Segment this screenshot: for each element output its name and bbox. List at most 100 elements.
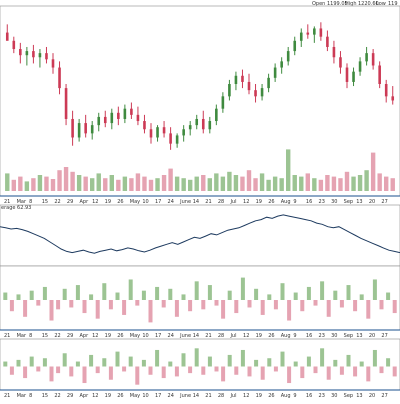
histogram-2-bar xyxy=(174,366,179,377)
histogram-1-bar xyxy=(89,294,94,300)
date-axis-middle-tick-label: 15 xyxy=(42,333,48,339)
date-axis-bottom-tick-label: 28 xyxy=(218,393,224,399)
candle-body xyxy=(5,32,9,41)
volume-bar xyxy=(135,173,141,191)
volume-bar xyxy=(233,175,239,191)
volume-bar xyxy=(201,175,206,191)
histogram-1-bar xyxy=(9,300,14,312)
volume-bar xyxy=(318,179,324,191)
histogram-1-bar xyxy=(392,300,397,314)
histogram-1-bar xyxy=(56,300,61,310)
histogram-1-bar xyxy=(29,290,34,300)
candle-body xyxy=(19,49,22,56)
candle-body xyxy=(123,108,127,119)
date-axis-bottom-tick-label: 16 xyxy=(306,393,312,399)
low-value: 119 xyxy=(388,1,398,7)
histogram-2-bar xyxy=(227,354,232,367)
date-axis-top-tick-label: Sep xyxy=(344,199,353,205)
volume-bar xyxy=(37,175,43,191)
histogram-1-bar xyxy=(201,300,206,310)
date-axis-middle-tick-label: 10 xyxy=(142,333,148,339)
price-panel xyxy=(0,5,400,197)
histogram-1-bar xyxy=(326,300,331,317)
high-value: 1220.60 xyxy=(358,1,379,7)
volume-panel xyxy=(5,149,395,191)
date-axis-bottom-tick-label: 30 xyxy=(331,393,337,399)
date-axis-middle-tick-label: 26 xyxy=(117,333,123,339)
date-axis-top-tick-label: 20 xyxy=(369,199,375,205)
histogram-2-bar xyxy=(135,366,140,385)
volume-bar xyxy=(83,176,88,191)
histogram-2-bar xyxy=(115,351,120,367)
date-axis-top-tick-label: Aug xyxy=(281,199,291,205)
candle-body xyxy=(64,88,68,119)
volume-bar xyxy=(109,175,114,191)
histogram-1-bar xyxy=(300,300,305,312)
date-axis-top-tick-label: 8 xyxy=(29,199,32,205)
date-axis-top-tick-label: 9 xyxy=(293,199,296,205)
date-axis-bottom-tick-label: 24 xyxy=(168,393,174,399)
histogram-1-bar xyxy=(254,288,259,300)
date-axis-bottom-tick-label: May xyxy=(130,393,140,399)
candle-body xyxy=(25,51,29,56)
volume-bar xyxy=(188,179,193,191)
candle-body xyxy=(58,67,61,89)
histogram-2-bar xyxy=(168,361,173,367)
date-axis-bottom-tick-label: Mar xyxy=(17,393,27,399)
histogram-1-bar xyxy=(148,300,153,323)
volume-bar xyxy=(116,179,121,191)
volume-bar xyxy=(70,171,75,191)
date-axis-top-tick-label: June xyxy=(179,199,191,205)
histogram-1-bar xyxy=(161,300,166,308)
date-axis-middle: 21 Mar 8 15 22 29 Apr 12 19 26 May 10 17 24 June 14 21 28… xyxy=(0,329,400,339)
histogram-1-bar xyxy=(49,300,54,321)
date-axis-top-bg xyxy=(0,196,400,205)
volume-bar xyxy=(207,178,212,191)
volume-bar xyxy=(312,178,317,191)
histogram-2-bar xyxy=(188,366,193,374)
volume-bar xyxy=(24,181,30,191)
date-axis-bottom-tick-label: 21 xyxy=(4,393,10,399)
histogram-2-bar xyxy=(326,366,331,380)
histogram-1-frame xyxy=(0,265,400,331)
histogram-2-bar xyxy=(201,366,206,375)
histogram-2-bar xyxy=(194,348,199,367)
histogram-1-bar xyxy=(234,300,239,314)
date-axis-middle-bg xyxy=(0,330,400,339)
date-axis-bottom-tick-label: Apr xyxy=(79,393,89,399)
date-axis-middle-tick-label: Sep xyxy=(344,333,353,339)
histogram-1-bar xyxy=(155,286,160,300)
histogram-1-bar xyxy=(386,292,391,300)
candle-body xyxy=(293,40,297,52)
date-axis-middle-tick-label: 14 xyxy=(193,333,199,339)
histogram-2-bar xyxy=(221,366,226,382)
date-axis-middle-tick-label: 22 xyxy=(54,333,60,339)
histogram-2-bar xyxy=(313,366,318,374)
date-axis-top-tick-label: 12 xyxy=(92,199,98,205)
candle-body xyxy=(208,121,212,130)
histogram-1-bar xyxy=(247,300,252,308)
histogram-2-bar xyxy=(339,366,344,375)
histogram-2-bar xyxy=(320,348,325,367)
candle-body xyxy=(201,118,205,130)
volume-bar xyxy=(76,175,82,191)
histogram-1-bar xyxy=(372,279,377,300)
date-axis-bottom: 21 Mar 8 15 22 29 Apr 12 19 26 May 10 17 24 June 14 21 28… xyxy=(0,389,400,399)
candle-body xyxy=(110,112,114,124)
candle-body xyxy=(84,123,87,134)
date-axis-bottom-tick-label: 19 xyxy=(256,393,262,399)
histogram-2-bar xyxy=(69,366,74,377)
date-axis-middle-tick-label: 19 xyxy=(105,333,111,339)
candle-body xyxy=(254,90,257,97)
histogram-1-bar xyxy=(366,300,371,319)
histogram-2-bar xyxy=(300,366,305,379)
date-axis-bottom-tick-label: 13 xyxy=(356,393,362,399)
candle-body xyxy=(90,125,94,134)
candle-body xyxy=(306,32,310,35)
candle-body xyxy=(117,112,120,119)
histogram-2-bar xyxy=(9,366,14,375)
volume-bar xyxy=(57,170,62,191)
volume-bar xyxy=(63,167,69,191)
candle-body xyxy=(77,123,81,138)
